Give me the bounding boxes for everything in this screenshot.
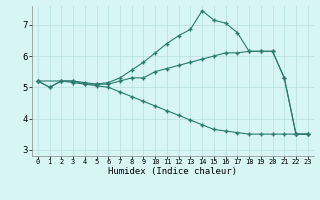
X-axis label: Humidex (Indice chaleur): Humidex (Indice chaleur) bbox=[108, 167, 237, 176]
